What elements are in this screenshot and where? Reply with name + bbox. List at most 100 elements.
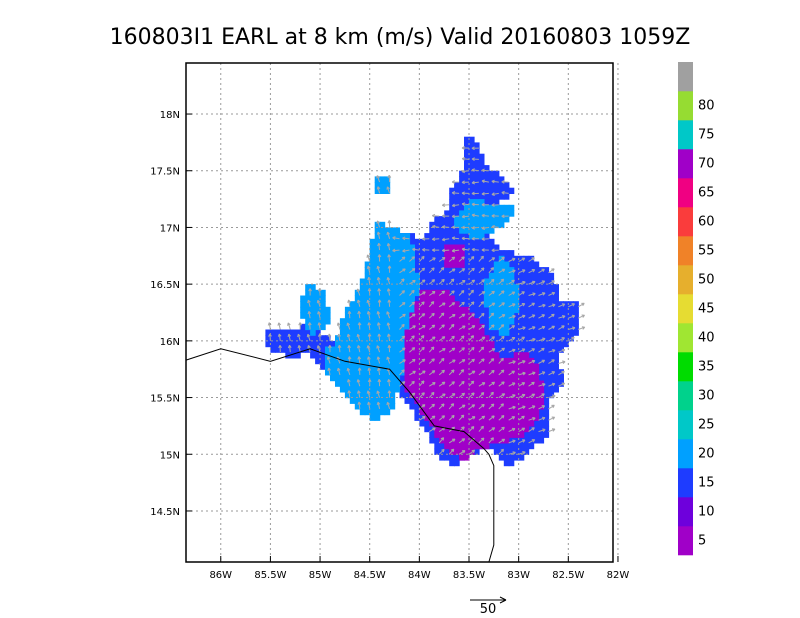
field-cell [419,352,425,359]
wind-vector [429,336,436,342]
field-cell [548,318,555,325]
field-cell [359,369,366,376]
wind-vector [419,415,426,421]
field-cell [474,170,480,177]
field-cell [290,329,296,336]
field-cell [523,374,530,382]
field-cell [374,227,381,234]
field-cell [404,278,411,285]
field-cell [493,442,500,450]
field-cell [434,227,440,234]
field-cell [523,403,530,410]
wind-vector [346,322,351,330]
field-cell [434,352,440,359]
field-cell [513,352,520,359]
field-cell [379,261,386,268]
field-cell [359,386,366,393]
field-cell [464,352,470,359]
wind-vector [458,438,466,444]
field-cell [424,233,430,240]
field-cell [359,352,366,359]
field-cell [310,301,316,308]
field-cell [543,267,550,274]
field-cell [310,340,316,348]
field-cell [528,323,535,331]
wind-vector [386,277,391,285]
field-cell [404,352,411,359]
field-cell [563,329,569,336]
field-cell [488,261,495,268]
field-cell [354,312,361,319]
field-cell [508,272,515,280]
field-cell [459,238,465,246]
wind-vector [538,280,546,285]
field-cell [429,437,435,444]
wind-vector [548,404,555,410]
field-cell [444,357,450,365]
field-cell [379,340,386,348]
field-cell [483,357,490,365]
field-cell [513,380,520,387]
field-cell [459,176,465,183]
field-cell [374,357,381,365]
field-cell [275,329,281,336]
field-cell [389,363,396,370]
wind-vector [468,416,476,421]
field-cell [320,335,326,342]
wind-vector [376,276,381,285]
field-cell [389,391,396,399]
field-cell [409,284,415,291]
field-cell [488,250,495,257]
field-cell [543,284,550,291]
field-cell [434,255,440,263]
field-cell [444,448,450,455]
field-cell [478,329,485,336]
field-cell [464,261,470,268]
field-cell [454,250,460,257]
field-cell [528,425,535,433]
field-cell [364,284,371,291]
field-cell [364,340,371,348]
field-cell [335,374,341,382]
field-cell [483,210,490,217]
wind-vector [558,325,565,330]
field-cell [369,306,376,314]
field-cell [424,397,430,404]
field-cell [444,221,450,229]
field-cell [414,323,420,331]
field-cell [444,363,450,370]
field-cell [349,340,356,348]
field-cell [394,318,401,325]
field-cell [330,363,336,370]
field-cell [498,204,505,212]
field-cell [325,306,331,314]
wind-vector [488,336,495,342]
wind-vector [308,288,312,296]
wind-vector [498,268,506,274]
wind-vector [441,214,450,218]
field-cell [364,391,371,399]
field-cell [483,391,490,399]
field-cell [389,255,396,263]
field-cell [434,397,440,404]
wind-vector [438,324,445,330]
field-cell [399,352,406,359]
wind-vector [448,323,455,330]
field-cell [469,227,475,234]
field-cell [483,261,490,268]
field-cell [469,323,475,331]
wind-vector [419,267,426,274]
field-cell [478,340,485,348]
field-cell [349,380,356,387]
field-cell [364,323,371,331]
field-cell [464,176,470,183]
field-cell [488,391,495,399]
field-cell [474,323,480,331]
field-cell [429,272,435,280]
wind-vector [387,254,391,262]
field-cell [399,357,406,365]
field-cell [434,301,440,308]
field-cell [474,289,480,297]
field-cell [548,340,555,348]
field-cell [354,301,361,308]
